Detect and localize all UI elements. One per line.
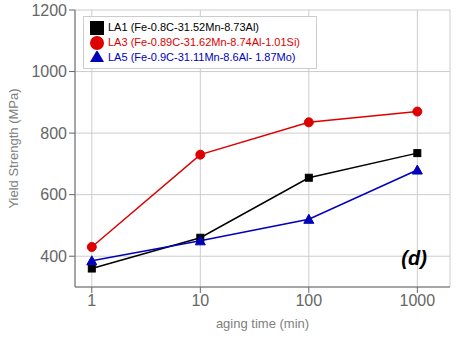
html-text:LA5 (Fe-0.9C-31.11Mn-8.6Al- 1.: LA5 (Fe-0.9C-31.11Mn-8.6Al- 1.87Mo)	[108, 51, 296, 64]
svg-text:1000: 1000	[400, 292, 436, 309]
html-text:LA1 (Fe-0.8C-31.52Mn-8.73Al): LA1 (Fe-0.8C-31.52Mn-8.73Al)	[108, 21, 259, 33]
html-text:(d): (d)	[401, 247, 427, 270]
svg-text:Yield Strength (MPa): Yield Strength (MPa)	[8, 88, 21, 208]
svg-text:100: 100	[295, 292, 322, 309]
html-text:LA3 (Fe-0.89C-31.62Mn-8.74Al-1: LA3 (Fe-0.89C-31.62Mn-8.74Al-1.01Si)	[108, 36, 300, 49]
svg-text:800: 800	[40, 125, 67, 142]
svg-text:10: 10	[191, 292, 209, 309]
svg-text:1200: 1200	[31, 2, 67, 19]
svg-text:600: 600	[40, 186, 67, 203]
svg-text:1: 1	[87, 292, 96, 309]
svg-text:400: 400	[40, 248, 67, 265]
svg-text:aging time (min): aging time (min)	[216, 316, 309, 331]
svg-text:1000: 1000	[31, 63, 67, 80]
